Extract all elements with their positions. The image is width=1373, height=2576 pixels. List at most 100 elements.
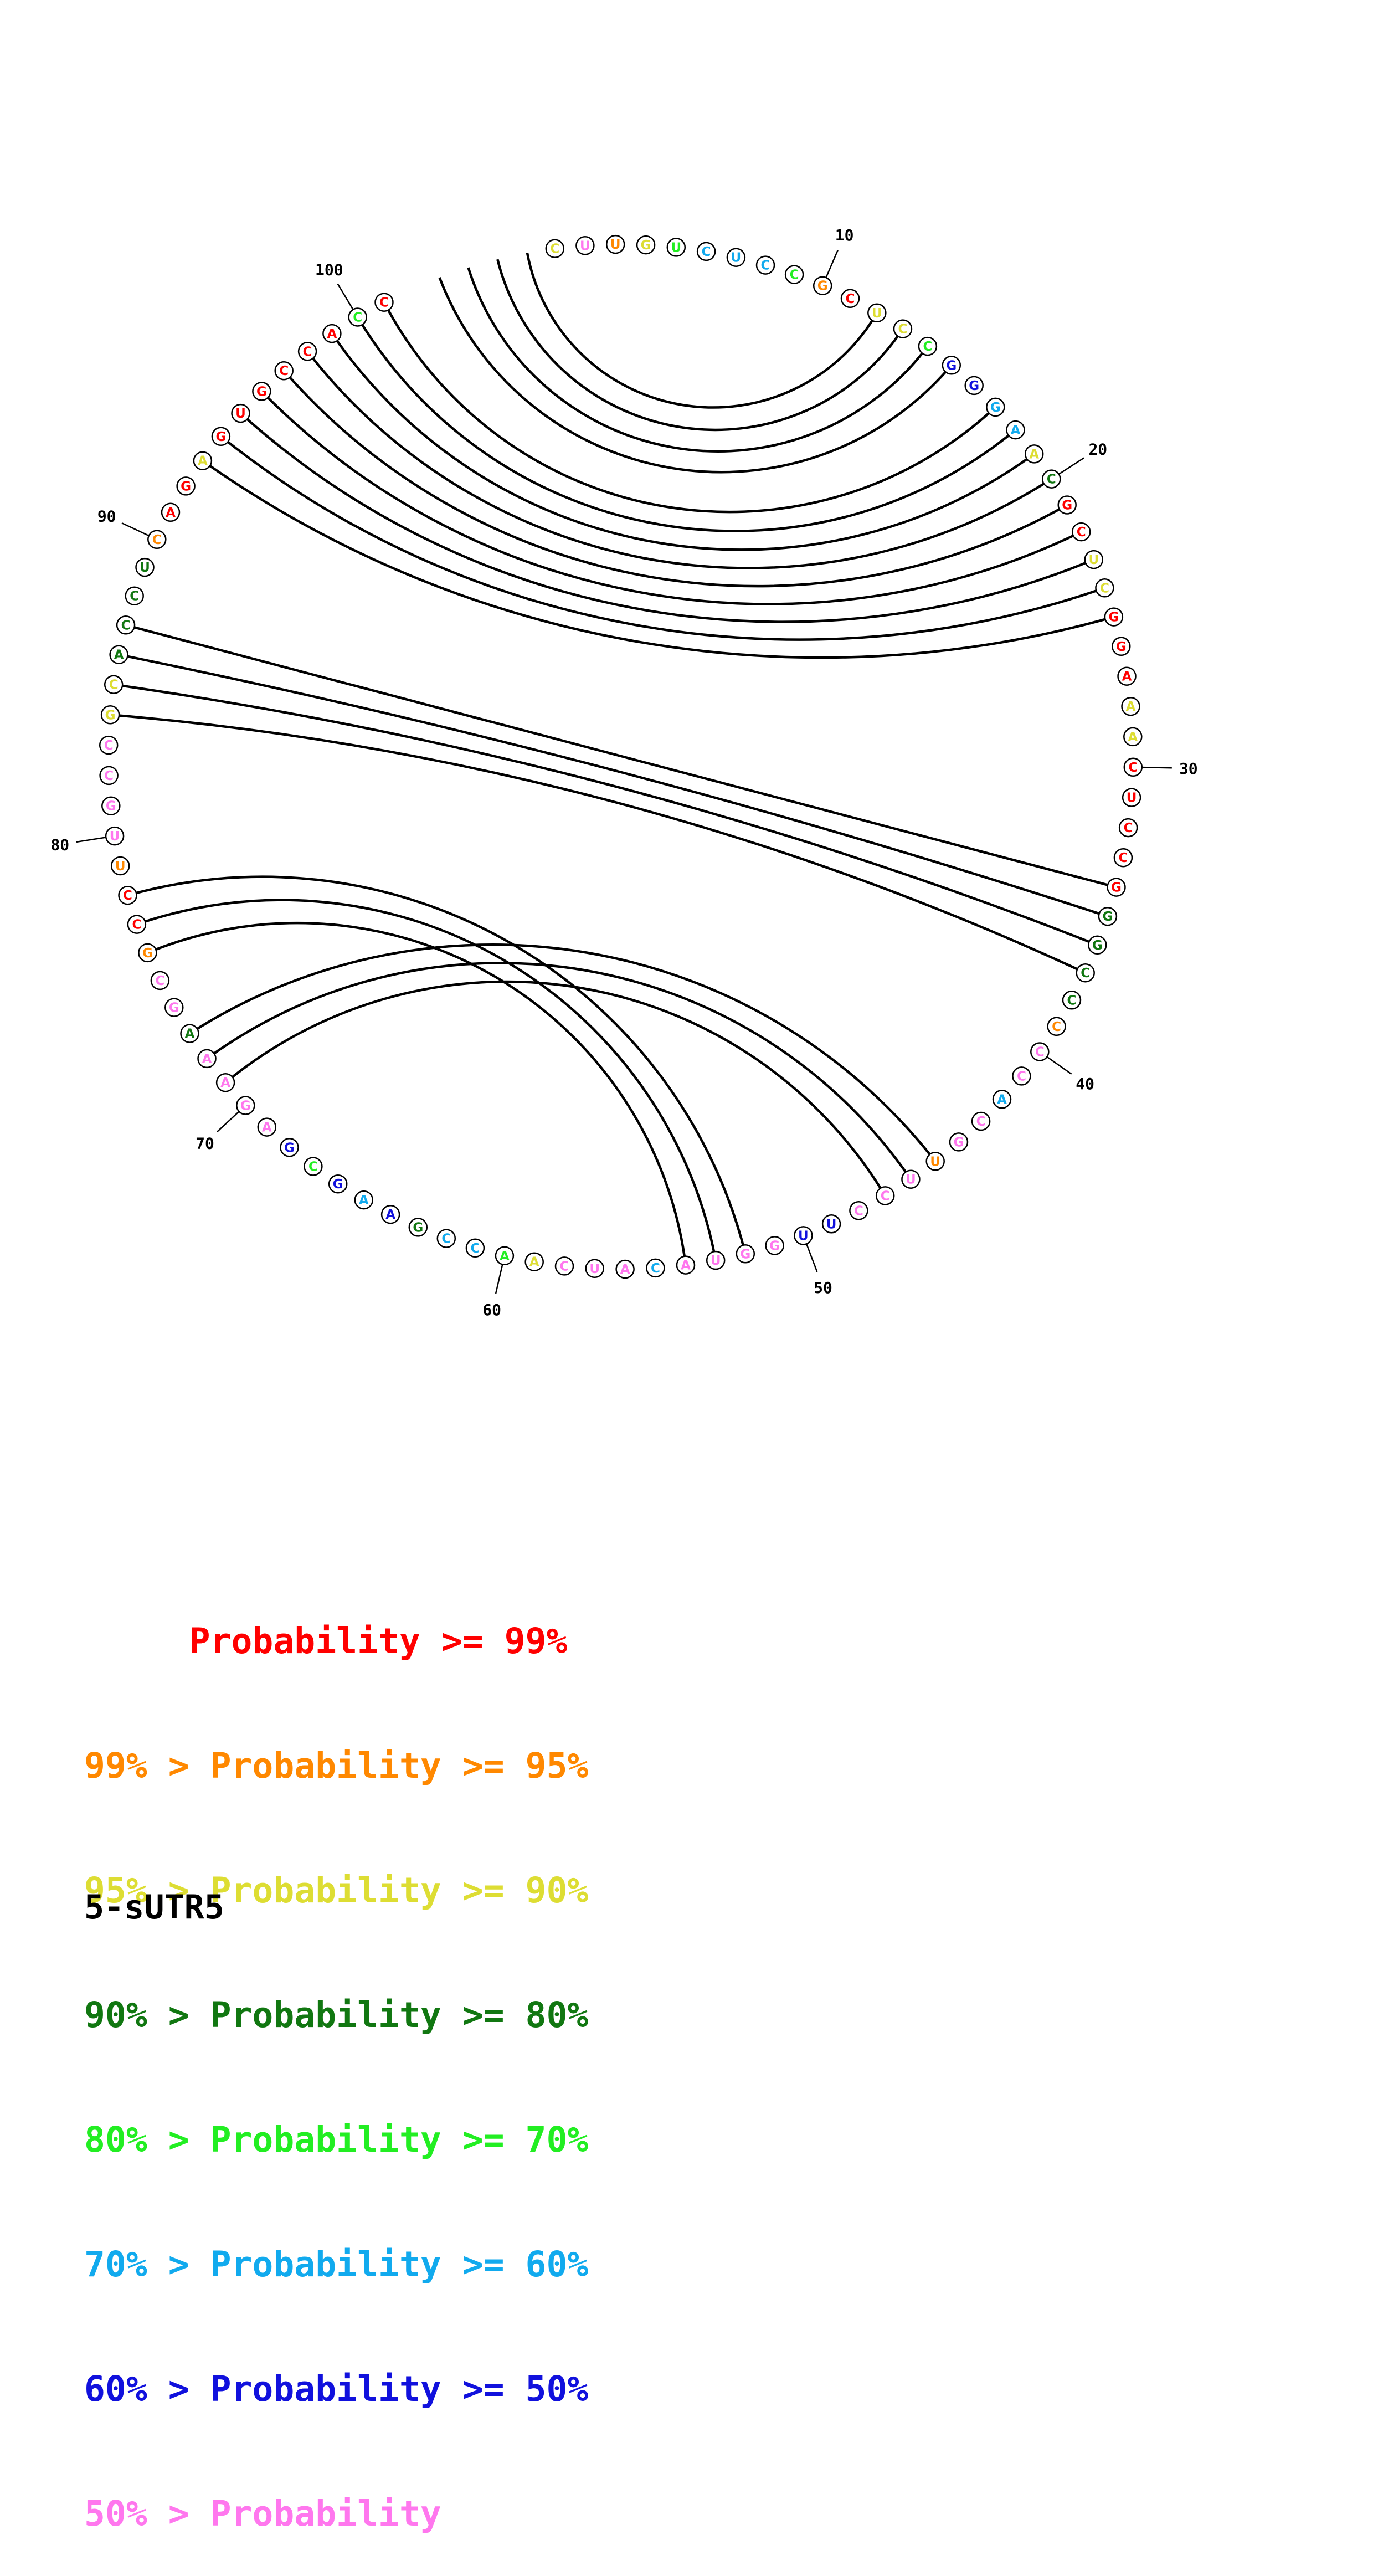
nucleotide-letter: C — [702, 245, 711, 259]
nucleotide-21: G — [1057, 495, 1077, 515]
nucleotide-37: C — [1076, 963, 1095, 983]
nucleotide-12: U — [867, 303, 887, 323]
nucleotide-letter: C — [308, 1160, 318, 1174]
nucleotide-77: C — [127, 915, 147, 934]
nucleotide-93: A — [193, 451, 213, 470]
nucleotide-17: G — [986, 397, 1005, 417]
nucleotide-66: G — [328, 1174, 348, 1194]
nucleotide-letter: C — [123, 889, 132, 903]
nucleotide-letter: G — [256, 384, 267, 399]
nucleotide-letter: C — [1035, 1045, 1045, 1060]
pair-arc-52-78 — [127, 875, 747, 1254]
pair-arc-54-76 — [147, 921, 687, 1265]
nucleotide-2: U — [575, 236, 595, 255]
pair-arc-34-87 — [125, 624, 1117, 889]
nucleotide-letter: G — [990, 401, 1001, 415]
nucleotide-59: A — [524, 1252, 544, 1271]
nucleotide-letter: G — [240, 1099, 251, 1113]
nucleotide-letter: A — [202, 1052, 212, 1066]
tick-line-100 — [337, 283, 355, 312]
nucleotide-16: G — [964, 376, 984, 396]
nucleotide-83: C — [99, 735, 119, 755]
nucleotide-40: C — [1030, 1042, 1050, 1061]
nucleotide-letter: U — [1088, 553, 1099, 567]
pair-arc-13-105 — [496, 259, 904, 432]
nucleotide-letter: C — [923, 340, 932, 354]
nucleotide-80: U — [105, 826, 125, 846]
nucleotide-92: G — [176, 476, 196, 496]
nucleotide-70: G — [236, 1096, 255, 1115]
nucleotide-letter: C — [976, 1115, 986, 1129]
nucleotide-35: G — [1098, 906, 1118, 926]
legend-row-5: 80% > Probability >= 70% — [84, 2120, 589, 2160]
nucleotide-79: U — [110, 856, 130, 876]
nucleotide-letter: U — [115, 859, 126, 874]
nucleotide-letter: C — [1017, 1069, 1026, 1084]
nucleotide-76: G — [138, 943, 157, 963]
legend-row-6: 70% > Probability >= 60% — [84, 2244, 589, 2285]
nucleotide-96: G — [252, 382, 271, 401]
nucleotide-letter: G — [169, 1001, 179, 1015]
nucleotide-58: C — [554, 1256, 574, 1276]
nucleotide-letter: A — [620, 1263, 630, 1277]
nucleotide-letter: A — [1029, 447, 1039, 461]
nucleotide-letter: G — [106, 799, 116, 814]
tick-line-60 — [495, 1262, 504, 1294]
nucleotide-18: A — [1006, 420, 1025, 440]
tick-label-80: 80 — [50, 836, 69, 854]
tick-label-50: 50 — [814, 1279, 832, 1297]
nucleotide-86: A — [109, 645, 128, 664]
nucleotide-97: C — [274, 361, 294, 381]
nucleotide-letter: G — [954, 1135, 964, 1150]
nucleotide-22: C — [1071, 522, 1091, 542]
legend-row-7: 60% > Probability >= 50% — [84, 2369, 589, 2409]
pair-arc-12-106 — [526, 253, 878, 409]
pair-arc-21-97 — [283, 370, 1068, 588]
nucleotide-3: U — [605, 234, 625, 254]
probability-legend: Probability >= 99% 99% > Probability >= … — [84, 1537, 588, 2576]
pair-arc-46-72 — [206, 962, 912, 1180]
nucleotide-56: A — [615, 1259, 635, 1279]
nucleotide-letter: G — [817, 279, 828, 294]
nucleotide-87: C — [116, 615, 136, 635]
nucleotide-61: C — [465, 1238, 485, 1258]
nucleotide-letter: C — [761, 259, 770, 273]
nucleotide-letter: C — [854, 1204, 863, 1218]
nucleotide-67: C — [304, 1157, 323, 1176]
nucleotide-44: G — [949, 1132, 969, 1152]
nucleotide-letter: G — [1111, 881, 1122, 895]
nucleotide-letter: C — [1052, 1020, 1061, 1034]
tick-label-40: 40 — [1076, 1075, 1094, 1093]
legend-row-4: 90% > Probability >= 80% — [84, 1995, 589, 2035]
tick-label-70: 70 — [196, 1135, 214, 1153]
pair-arc-20-98 — [306, 350, 1052, 569]
nucleotide-13: C — [893, 319, 913, 338]
nucleotide-36: G — [1088, 935, 1107, 955]
pair-arc-35-86 — [119, 653, 1108, 918]
nucleotide-letter: A — [220, 1076, 230, 1090]
nucleotide-26: G — [1112, 637, 1131, 656]
nucleotide-letter: G — [769, 1239, 780, 1253]
tick-label-60: 60 — [482, 1301, 501, 1319]
pair-arc-23-95 — [239, 412, 1094, 623]
tick-line-20 — [1056, 457, 1084, 476]
nucleotide-letter: C — [379, 296, 389, 310]
tick-line-30 — [1139, 766, 1172, 769]
nucleotide-101: C — [374, 293, 394, 312]
nucleotide-27: A — [1117, 666, 1137, 686]
pair-arc-14-104 — [467, 267, 929, 453]
nucleotide-29: A — [1123, 727, 1143, 747]
nucleotide-ring: C U U G U C UCCGCUCCGGGAACGCUCGGAAACUCCGGGCCCC… — [99, 234, 1143, 1279]
nucleotide-55: C — [646, 1258, 665, 1278]
nucleotide-letter: C — [1100, 581, 1109, 596]
nucleotide-24: C — [1095, 578, 1114, 598]
nucleotide-95: U — [231, 403, 250, 423]
nucleotide-letter: C — [441, 1232, 451, 1246]
tick-label-100: 100 — [315, 261, 343, 279]
nucleotide-69: A — [257, 1117, 277, 1137]
nucleotide-75: C — [150, 971, 170, 991]
nucleotide-letter: G — [1092, 938, 1103, 953]
nucleotide-42: A — [992, 1090, 1012, 1109]
nucleotide-9: C — [784, 265, 804, 284]
pair-arc-47-71 — [224, 980, 887, 1197]
